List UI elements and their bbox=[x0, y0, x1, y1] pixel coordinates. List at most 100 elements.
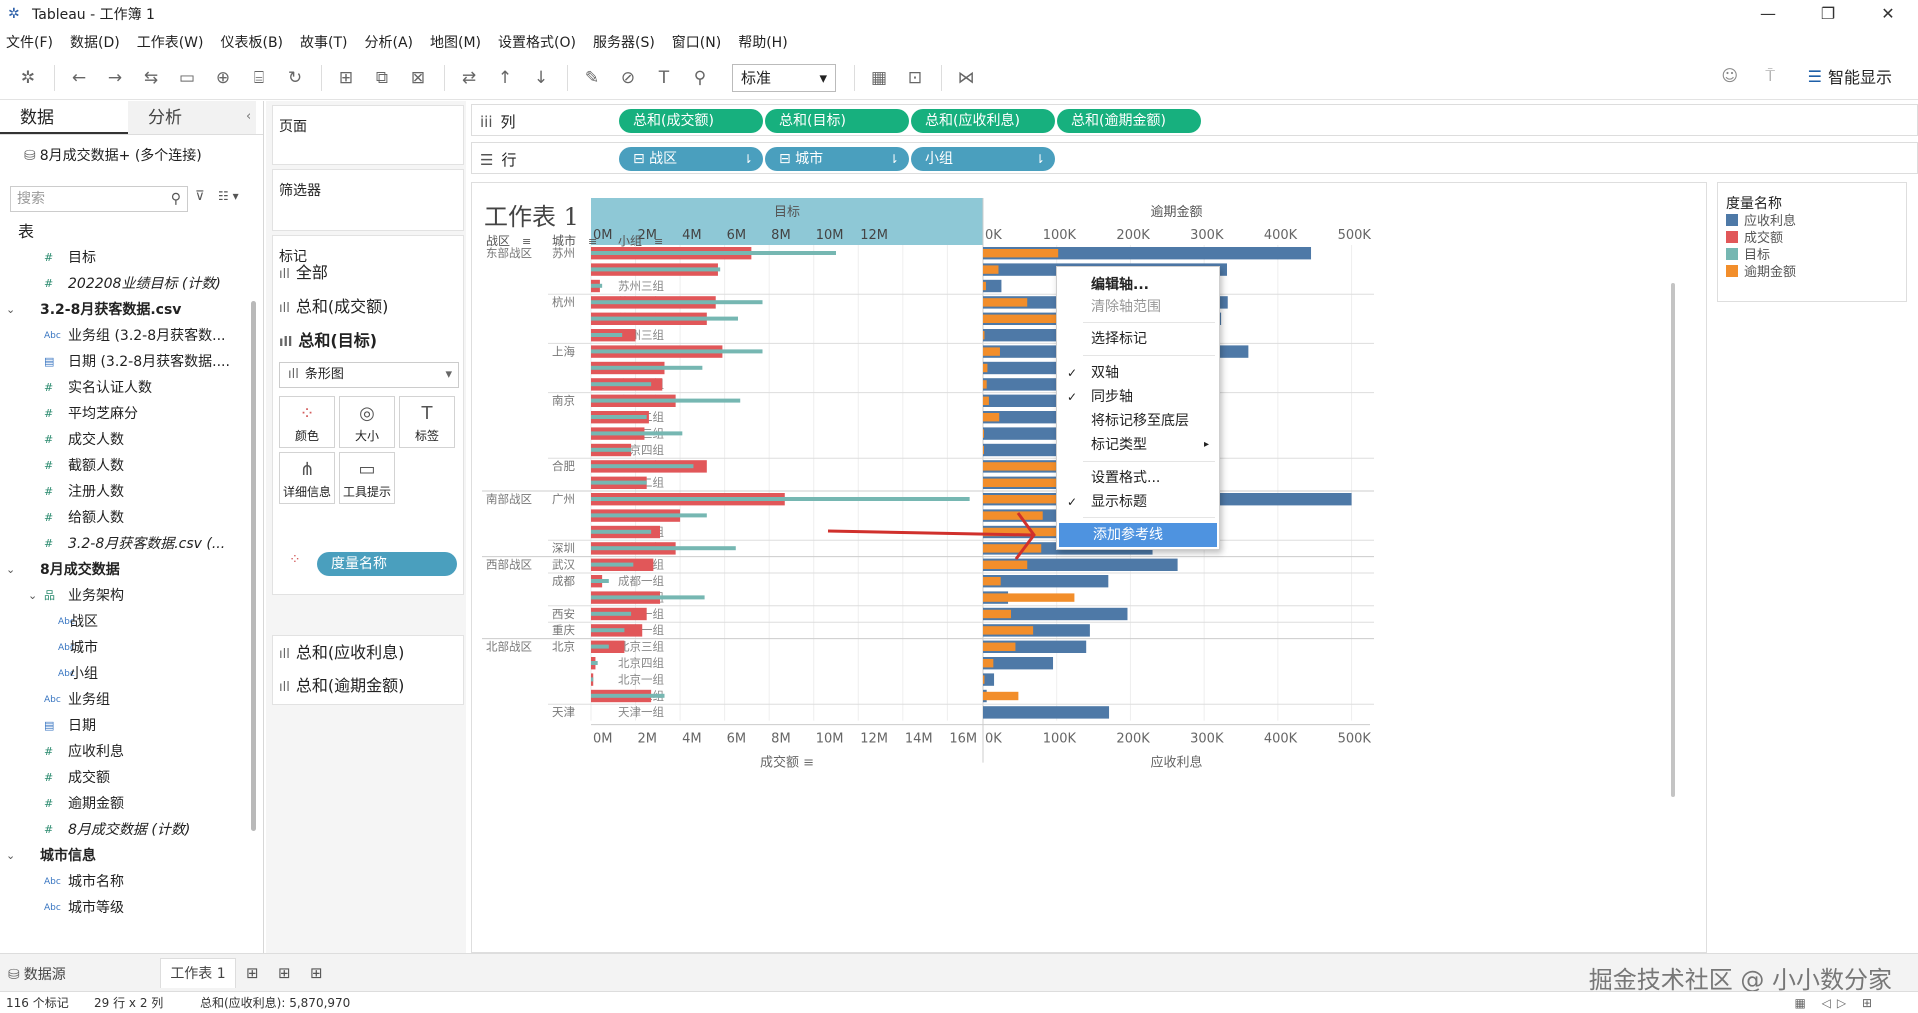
pause-update-icon[interactable]: ⌸ bbox=[253, 67, 265, 88]
field-item[interactable]: Abc 城市名称 bbox=[0, 869, 250, 895]
undo-icon[interactable]: ← bbox=[71, 67, 87, 88]
filters-card[interactable]: 筛选器 bbox=[272, 169, 464, 231]
field-item[interactable]: Abc 业务组 bbox=[0, 687, 250, 713]
duplicate-sheet-icon[interactable]: ⧉ bbox=[375, 67, 389, 88]
highlight-icon[interactable]: ✎ bbox=[584, 67, 600, 88]
field-item[interactable]: Abc 战区 bbox=[0, 609, 250, 635]
menu-edit-axis[interactable]: 编辑轴... bbox=[1091, 277, 1149, 293]
search-input[interactable]: 搜索 ⚲ bbox=[10, 186, 188, 212]
row-pill[interactable]: ⊟ 城市 ⇂ bbox=[765, 147, 909, 171]
label-button[interactable]: T 标签 bbox=[399, 396, 455, 448]
status-nav-icons[interactable]: ▦ ◁▷ ⊞ bbox=[1794, 996, 1878, 1010]
expand-icon[interactable]: ⌄ bbox=[28, 589, 38, 602]
marks-target-row[interactable]: ıll 总和(目标) bbox=[279, 331, 378, 350]
field-item[interactable]: ⌄ 品业务架构 bbox=[0, 583, 250, 609]
new-story-icon[interactable]: ⊞ bbox=[310, 964, 323, 982]
clear-sheet-icon[interactable]: ⊠ bbox=[410, 67, 426, 88]
smart-show-button[interactable]: ☰ 智能显示 bbox=[1808, 64, 1892, 88]
column-pill[interactable]: 总和(成交额) bbox=[619, 109, 763, 133]
menu-item[interactable]: 地图(M) bbox=[430, 35, 482, 51]
menu-item[interactable]: 服务器(S) bbox=[592, 35, 655, 51]
minimize-button[interactable]: — bbox=[1760, 4, 1776, 23]
legend-item[interactable]: 逾期金额 bbox=[1726, 264, 1796, 282]
field-item[interactable]: # 成交人数 bbox=[0, 427, 250, 453]
field-item[interactable]: Abc 业务组 (3.2-8月获客数... bbox=[0, 323, 250, 349]
new-dashboard-icon[interactable]: ⊞ bbox=[278, 964, 291, 982]
column-pill[interactable]: 总和(应收利息) bbox=[911, 109, 1055, 133]
close-button[interactable]: ✕ bbox=[1881, 4, 1895, 23]
restore-button[interactable]: ❐ bbox=[1820, 4, 1836, 23]
marks-interest-card[interactable]: ıll 总和(应收利息) bbox=[272, 635, 464, 671]
save-icon[interactable]: ▭ bbox=[178, 67, 196, 88]
menu-show-header[interactable]: ✓ 显示标题 bbox=[1057, 490, 1219, 514]
field-item[interactable]: ⌄ 3.2-8月获客数据.csv bbox=[0, 297, 250, 323]
field-item[interactable]: # 注册人数 bbox=[0, 479, 250, 505]
row-pill[interactable]: 小组 ⇂ bbox=[911, 147, 1055, 171]
field-item[interactable]: ▤ 日期 (3.2-8月获客数据.... bbox=[0, 349, 250, 375]
menu-item[interactable]: 数据(D) bbox=[69, 35, 120, 51]
columns-shelf[interactable]: iii 列 总和(成交额) 总和(目标) 总和(应收利息) 总和(逾期金额) bbox=[471, 104, 1918, 136]
pages-card[interactable]: 页面 bbox=[272, 105, 464, 165]
fit-select[interactable]: 标准 ▾ bbox=[732, 63, 836, 92]
refresh-icon[interactable]: ↻ bbox=[287, 67, 303, 88]
menu-select-marks[interactable]: 选择标记 bbox=[1091, 331, 1147, 347]
size-button[interactable]: ◎ 大小 bbox=[339, 396, 395, 448]
tab-datasource[interactable]: ⛁ 数据源 bbox=[8, 967, 66, 983]
label-icon[interactable]: T bbox=[658, 67, 670, 88]
view-options-icon[interactable]: ☷ ▾ bbox=[218, 189, 239, 203]
field-item[interactable]: 表 bbox=[0, 219, 250, 245]
field-item[interactable]: # 成交额 bbox=[0, 765, 250, 791]
pin-icon[interactable]: ⚲ bbox=[693, 67, 707, 88]
menu-mark-type[interactable]: 标记类型 ▸ bbox=[1057, 433, 1219, 457]
field-item[interactable]: # 应收利息 bbox=[0, 739, 250, 765]
detail-button[interactable]: ⋔ 详细信息 bbox=[279, 452, 335, 504]
row-pill[interactable]: ⊟ 战区 ⇂ bbox=[619, 147, 763, 171]
menu-move-marks-back[interactable]: 将标记移至底层 bbox=[1091, 413, 1189, 429]
new-worksheet-icon[interactable]: ⊞ bbox=[246, 964, 259, 982]
swap-icon[interactable]: ⇄ bbox=[461, 67, 477, 88]
menu-item[interactable]: 文件(F) bbox=[6, 35, 53, 51]
group-icon[interactable]: ⊘ bbox=[620, 67, 636, 88]
replace-data-icon[interactable]: ⇆ bbox=[143, 67, 159, 88]
presentation-icon[interactable]: ⊡ bbox=[907, 67, 923, 88]
column-pill[interactable]: 总和(逾期金额) bbox=[1057, 109, 1201, 133]
field-item[interactable]: Abc 城市等级 bbox=[0, 895, 250, 921]
field-item[interactable]: # 给额人数 bbox=[0, 505, 250, 531]
tableau-home-icon[interactable]: ✲ bbox=[20, 67, 36, 88]
redo-icon[interactable]: → bbox=[107, 67, 123, 88]
mark-type-select[interactable]: ıll 条形图 ▾ bbox=[279, 362, 459, 388]
legend-item[interactable]: 成交额 bbox=[1726, 230, 1783, 248]
field-item[interactable]: #202208业绩目标 (计数) bbox=[0, 271, 250, 297]
menu-item[interactable]: 故事(T) bbox=[300, 35, 348, 51]
menu-format[interactable]: 设置格式... bbox=[1091, 470, 1161, 486]
new-sheet-icon[interactable]: ⊞ bbox=[338, 67, 354, 88]
marks-overdue-card[interactable]: ıll 总和(逾期金额) bbox=[272, 669, 464, 705]
menu-add-reference-line[interactable]: 添加参考线 bbox=[1059, 523, 1217, 547]
data-pane-scrollbar[interactable] bbox=[251, 301, 256, 831]
color-button[interactable]: ⁘ 颜色 bbox=[279, 396, 335, 448]
field-item[interactable]: #8月成交数据 (计数) bbox=[0, 817, 250, 843]
expand-icon[interactable]: ⌄ bbox=[6, 563, 16, 576]
tab-worksheet-1[interactable]: 工作表 1 bbox=[160, 958, 236, 988]
marks-sales-row[interactable]: ıll 总和(成交额) bbox=[279, 297, 389, 316]
sort-asc-icon[interactable]: ↑ bbox=[497, 67, 513, 88]
field-item[interactable]: # 目标 bbox=[0, 245, 250, 271]
measure-names-pill[interactable]: 度量名称 bbox=[317, 552, 457, 576]
field-item[interactable]: # 逾期金额 bbox=[0, 791, 250, 817]
column-pill[interactable]: 总和(目标) bbox=[765, 109, 909, 133]
connection-label[interactable]: ⛁ 8月成交数据+ (多个连接) bbox=[24, 148, 202, 164]
menu-sync-axis[interactable]: ✓ 同步轴 bbox=[1057, 385, 1219, 409]
menu-dual-axis[interactable]: ✓ 双轴 bbox=[1057, 361, 1219, 385]
expand-icon[interactable]: ⌄ bbox=[6, 849, 16, 862]
filter-icon[interactable]: ⊽ bbox=[195, 189, 205, 204]
legend-item[interactable]: 应收利息 bbox=[1726, 213, 1796, 231]
field-item[interactable]: # 实名认证人数 bbox=[0, 375, 250, 401]
share-icon[interactable]: ⋈ bbox=[957, 67, 975, 88]
menu-item[interactable]: 设置格式(O) bbox=[498, 35, 576, 51]
sort-desc-icon[interactable]: ↓ bbox=[533, 67, 549, 88]
tab-data[interactable]: 数据 bbox=[0, 101, 128, 134]
rows-shelf[interactable]: ☰ 行 ⊟ 战区 ⇂ ⊟ 城市 ⇂ 小组 ⇂ bbox=[471, 142, 1918, 174]
field-item[interactable]: Abc 小组 bbox=[0, 661, 250, 687]
expand-icon[interactable]: ⌄ bbox=[6, 303, 16, 316]
menu-item[interactable]: 仪表板(B) bbox=[220, 35, 284, 51]
